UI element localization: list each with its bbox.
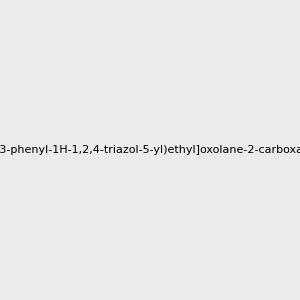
Text: N-[2-(3-phenyl-1H-1,2,4-triazol-5-yl)ethyl]oxolane-2-carboxamide: N-[2-(3-phenyl-1H-1,2,4-triazol-5-yl)eth…: [0, 145, 300, 155]
